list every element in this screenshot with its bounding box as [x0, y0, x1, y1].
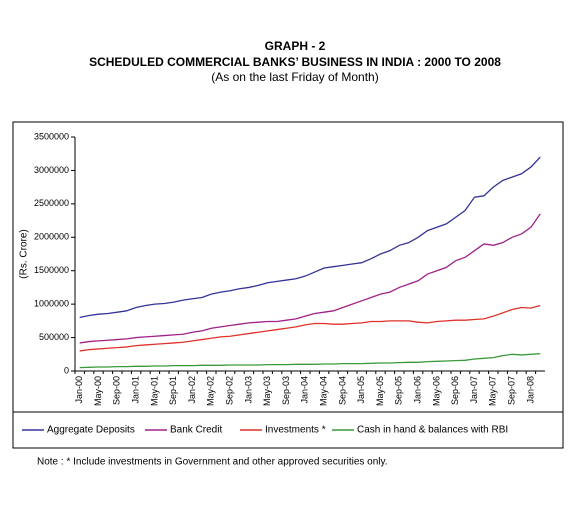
x-tick-label: Sep-00 — [112, 376, 122, 405]
x-tick-label: May-02 — [206, 376, 216, 406]
y-axis-title: (Rs. Crore) — [19, 229, 30, 278]
x-tick-label: May-05 — [375, 376, 385, 406]
x-tick-label: Sep-03 — [281, 376, 291, 405]
x-tick-label: Sep-07 — [506, 376, 516, 405]
x-tick-label: Jan-07 — [469, 376, 479, 404]
chart-frame — [12, 121, 564, 449]
x-tick-label: Sep-02 — [224, 376, 234, 405]
x-tick-label: May-00 — [93, 376, 103, 406]
x-tick-label: May-07 — [488, 376, 498, 406]
series-line — [79, 156, 541, 319]
legend-label: Cash in hand & balances with RBI — [357, 425, 508, 436]
x-tick-label: Sep-06 — [450, 376, 460, 405]
y-tick-label: 2000000 — [34, 232, 69, 242]
x-tick-label: Jan-06 — [412, 376, 422, 404]
y-tick-label: 1500000 — [34, 265, 69, 275]
x-tick-label: Jan-04 — [300, 376, 310, 404]
x-tick-label: Jan-01 — [130, 376, 140, 404]
y-tick-label: 2500000 — [34, 198, 69, 208]
x-tick-label: Sep-04 — [337, 376, 347, 405]
series-line — [79, 213, 541, 344]
footnote: Note : * Include investments in Governme… — [37, 457, 388, 468]
legend-label: Investments * — [265, 425, 326, 436]
x-tick-label: May-04 — [318, 376, 328, 406]
series-line — [79, 352, 541, 369]
y-tick-label: 3500000 — [34, 131, 69, 141]
x-tick-label: Sep-05 — [394, 376, 404, 405]
x-tick-label: Jan-05 — [356, 376, 366, 404]
x-tick-label: May-01 — [149, 376, 159, 406]
series-line — [79, 304, 541, 352]
x-tick-label: Jan-08 — [525, 376, 535, 404]
y-tick-label: 3000000 — [34, 165, 69, 175]
chart-subtitle: SCHEDULED COMMERCIAL BANKS’ BUSINESS IN … — [89, 55, 501, 69]
y-tick-label: 1000000 — [34, 299, 69, 309]
x-tick-label: Jan-00 — [74, 376, 84, 404]
x-tick-label: Jan-03 — [243, 376, 253, 404]
chart-caption: (As on the last Friday of Month) — [211, 70, 378, 84]
x-tick-label: May-03 — [262, 376, 272, 406]
x-tick-label: Jan-02 — [187, 376, 197, 404]
chart-title: GRAPH - 2 — [265, 39, 326, 53]
legend-label: Bank Credit — [170, 425, 222, 436]
y-tick-label: 0 — [64, 365, 69, 375]
x-tick-label: Sep-01 — [168, 376, 178, 405]
x-tick-label: May-06 — [431, 376, 441, 406]
y-tick-label: 500000 — [39, 332, 69, 342]
legend-label: Aggregate Deposits — [47, 425, 135, 436]
